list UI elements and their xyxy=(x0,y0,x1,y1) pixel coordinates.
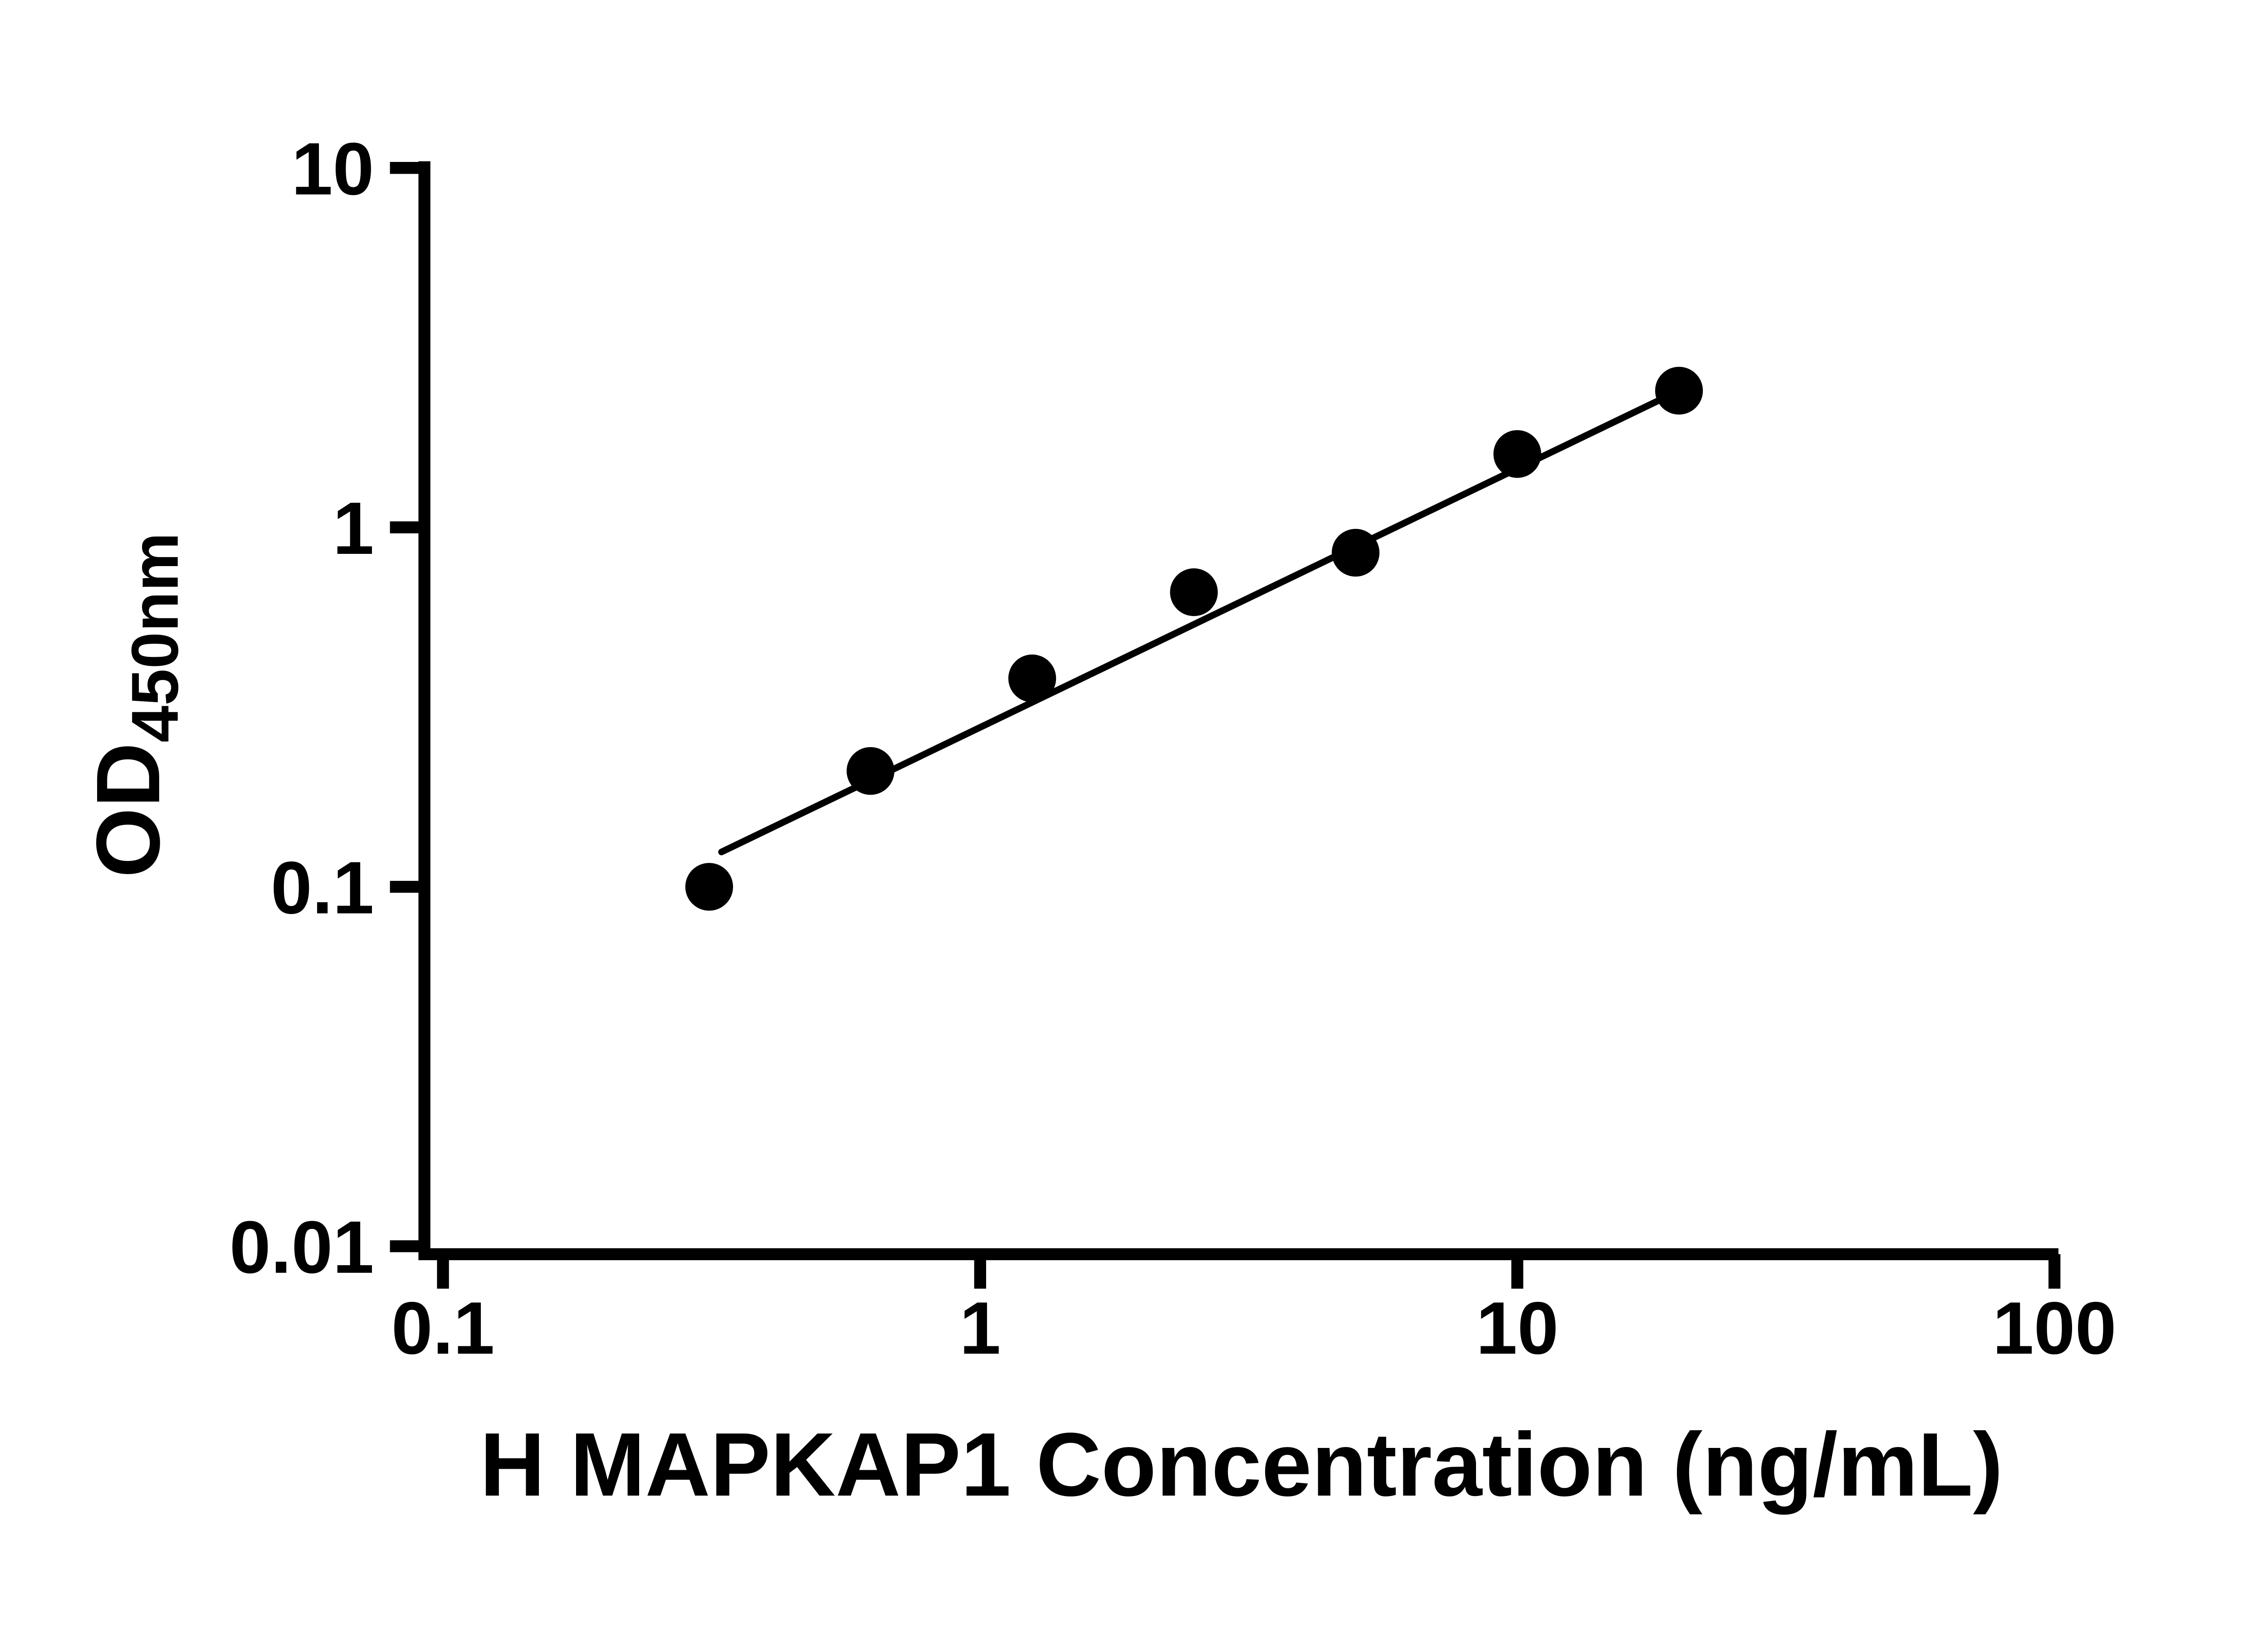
x-tick-label: 0.1 xyxy=(391,1286,495,1369)
data-point xyxy=(1008,654,1056,703)
x-axis-title: H MAPKAP1 Concentration (ng/mL) xyxy=(480,1414,2003,1515)
x-tick-label: 10 xyxy=(1476,1286,1559,1369)
axis-frame xyxy=(418,161,2059,1261)
y-tick-label: 0.01 xyxy=(230,1206,374,1289)
data-point xyxy=(1655,367,1703,415)
data-point xyxy=(1331,528,1380,577)
x-tick-label: 100 xyxy=(1993,1286,2116,1369)
y-axis-title-subscript: 450nm xyxy=(118,533,192,743)
data-points-group xyxy=(685,367,1703,911)
x-axis-tick-labels: 0.1 1 10 100 xyxy=(391,1286,2116,1369)
y-tick-label: 10 xyxy=(291,127,374,210)
y-axis-tick-labels: 0.01 0.1 1 10 xyxy=(230,127,374,1289)
axes xyxy=(418,161,2059,1261)
data-point xyxy=(1493,430,1541,478)
data-point xyxy=(1170,568,1218,616)
data-point xyxy=(846,747,894,795)
y-tick-label: 0.1 xyxy=(271,846,374,929)
y-tick-label: 1 xyxy=(332,487,374,570)
y-axis-title-main: OD xyxy=(78,743,179,878)
y-axis-ticks xyxy=(390,162,425,1252)
x-tick-label: 1 xyxy=(959,1286,1001,1369)
data-point xyxy=(685,863,733,911)
y-axis-title: OD450nm xyxy=(78,533,192,878)
x-axis-ticks xyxy=(437,1254,2061,1289)
